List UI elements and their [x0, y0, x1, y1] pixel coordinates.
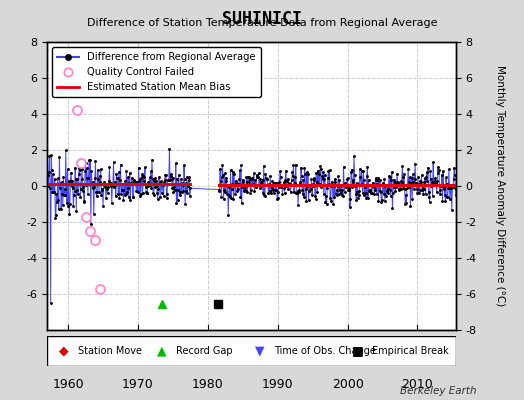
Text: ▲: ▲	[157, 344, 167, 358]
Text: 1980: 1980	[192, 378, 224, 391]
Text: 2000: 2000	[332, 378, 364, 391]
Text: ◆: ◆	[59, 344, 68, 358]
Text: Time of Obs. Change: Time of Obs. Change	[274, 346, 376, 356]
Legend: Difference from Regional Average, Quality Control Failed, Estimated Station Mean: Difference from Regional Average, Qualit…	[52, 47, 261, 97]
Text: Record Gap: Record Gap	[176, 346, 233, 356]
Text: ▼: ▼	[255, 344, 265, 358]
Text: Station Move: Station Move	[78, 346, 142, 356]
Text: 1990: 1990	[262, 378, 293, 391]
Text: Berkeley Earth: Berkeley Earth	[400, 386, 477, 396]
Text: 1960: 1960	[52, 378, 84, 391]
Text: 1970: 1970	[122, 378, 154, 391]
Y-axis label: Monthly Temperature Anomaly Difference (°C): Monthly Temperature Anomaly Difference (…	[495, 65, 505, 307]
Text: Difference of Station Temperature Data from Regional Average: Difference of Station Temperature Data f…	[87, 18, 437, 28]
Text: 2010: 2010	[401, 378, 433, 391]
Text: SUHINICI: SUHINICI	[222, 10, 302, 28]
Text: Empirical Break: Empirical Break	[372, 346, 449, 356]
FancyBboxPatch shape	[47, 336, 456, 366]
Text: ■: ■	[352, 344, 364, 358]
